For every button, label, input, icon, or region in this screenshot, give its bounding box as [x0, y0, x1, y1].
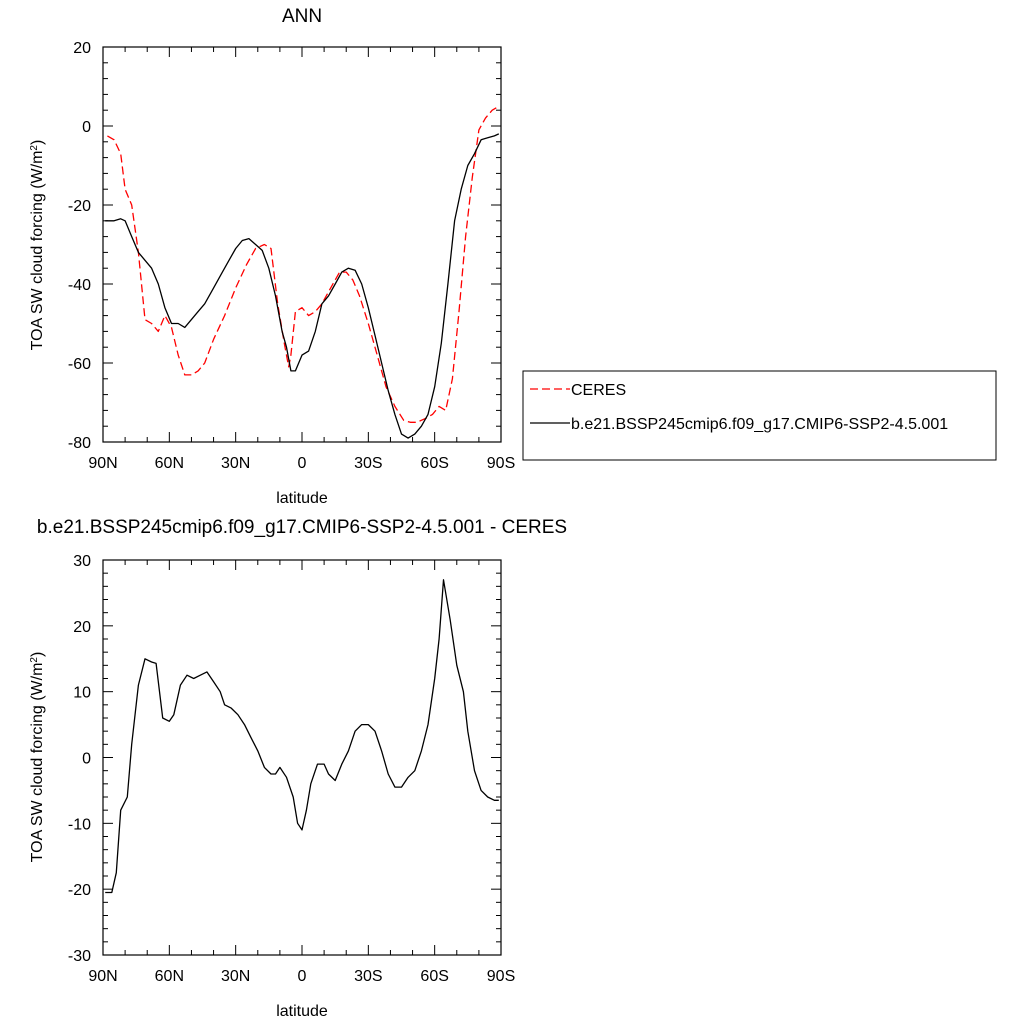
x-tick-label: 90S [487, 455, 515, 472]
series-line-ceres [107, 105, 500, 423]
y-tick-label: -30 [68, 948, 91, 965]
x-tick-label: 90N [88, 455, 117, 472]
y-tick-label: 20 [73, 619, 91, 636]
x-tick-label: 60N [155, 455, 184, 472]
x-tick-label: 0 [298, 455, 307, 472]
x-axis-label: latitude [276, 490, 328, 507]
series-group [105, 579, 499, 894]
plot-frame [102, 559, 502, 956]
x-tick-label: 30N [221, 455, 250, 472]
x-tick-label: 30N [221, 968, 250, 985]
y-axis-label: TOA SW cloud forcing (W/m2) [29, 652, 47, 863]
series-group [105, 105, 500, 439]
y-tick-label: 10 [73, 685, 91, 702]
x-tick-label: 60S [420, 455, 448, 472]
x-tick-label: 30S [354, 968, 382, 985]
legend-box [522, 370, 997, 461]
y-tick-label: -20 [68, 198, 91, 215]
y-tick-label: -10 [68, 816, 91, 833]
y-tick-label: -40 [68, 277, 91, 294]
y-tick-label: 0 [82, 751, 91, 768]
x-tick-label: 90N [88, 968, 117, 985]
axis-ticks: 90N 60N 30N 0 30S 60S 90S -80 -60 -40 -20 0 20 [68, 40, 515, 472]
x-tick-label: 60N [155, 968, 184, 985]
x-tick-label: 0 [298, 968, 307, 985]
y-tick-label: 0 [82, 119, 91, 136]
y-tick-label: -60 [68, 356, 91, 373]
x-tick-label: 60S [420, 968, 448, 985]
x-axis-label: latitude [276, 1003, 328, 1020]
x-tick-label: 30S [354, 455, 382, 472]
series-line-difference [105, 579, 499, 894]
y-tick-label: 30 [73, 553, 91, 570]
legend-label-ceres: CERES [571, 382, 626, 399]
legend-label-model: b.e21.BSSP245cmip6.f09_g17.CMIP6-SSP2-4.… [571, 416, 948, 433]
axis-ticks: 90N 60N 30N 0 30S 60S 90S -30 -20 -10 0 10 20 30 [68, 553, 515, 985]
legend: CERES b.e21.BSSP245cmip6.f09_g17.CMIP6-S… [522, 370, 997, 461]
y-tick-label: 20 [73, 40, 91, 57]
y-tick-label: -20 [68, 882, 91, 899]
chart-title: ANN [282, 6, 322, 27]
chart-title: b.e21.BSSP245cmip6.f09_g17.CMIP6-SSP2-4.… [37, 517, 567, 538]
panel-annual: ANN 90N 60N 30N 0 30S 60S 90S -80 -60 -40 -20 0 20 T… [29, 6, 997, 507]
panel-difference: b.e21.BSSP245cmip6.f09_g17.CMIP6-SSP2-4.… [29, 517, 568, 1020]
x-tick-label: 90S [487, 968, 515, 985]
y-axis-label: TOA SW cloud forcing (W/m2) [29, 140, 47, 351]
series-line-b-e21-bssp245cmip6-f [105, 133, 500, 439]
plot-frame [102, 46, 502, 443]
y-tick-label: -80 [68, 435, 91, 452]
